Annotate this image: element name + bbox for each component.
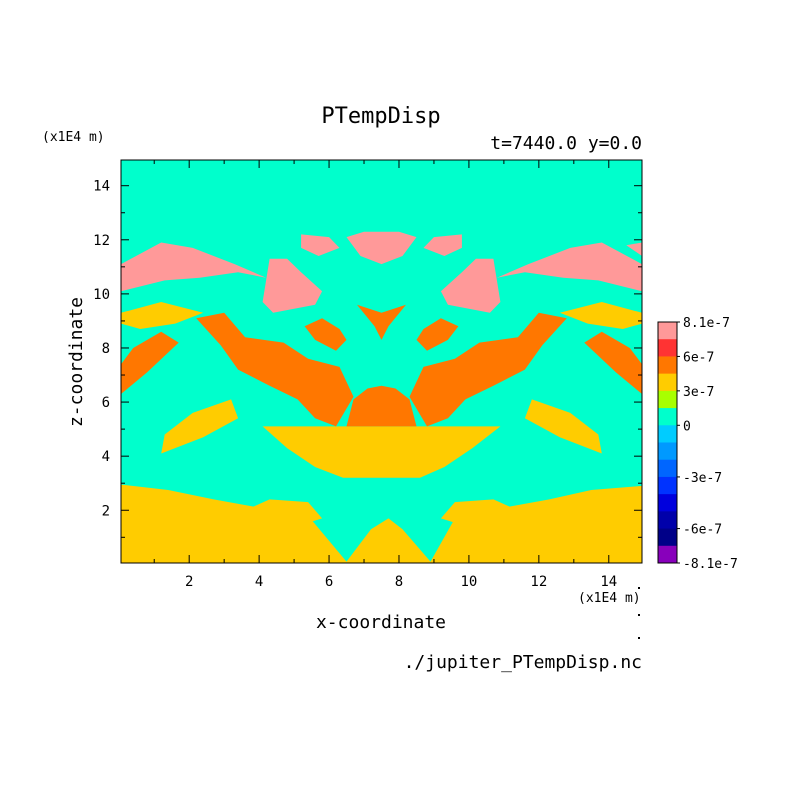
x-axis-label: x-coordinate (316, 612, 446, 633)
contour-region-19 (440, 258, 501, 313)
contour-region-2 (245, 499, 323, 530)
colorbar-frame (657, 321, 678, 564)
contour-region-10 (346, 385, 417, 427)
colorbar-label: 3e-7 (683, 385, 714, 400)
colorbar-label: 6e-7 (683, 350, 714, 365)
x-tick-label: 6 (325, 574, 333, 590)
chart-title: PTempDisp (321, 104, 440, 129)
colorbar-swatch (658, 408, 677, 426)
contour-region-15 (416, 318, 459, 351)
colorbar-swatch (658, 339, 677, 357)
contour-region-1 (262, 426, 501, 478)
y-unit-label: (x1E4 m) (42, 130, 105, 145)
contour-region-11 (357, 304, 406, 340)
contour-region-18 (262, 258, 323, 313)
plot-area: 2 4 6 8 10 12 14 2 4 6 8 10 12 14 (93, 159, 643, 590)
contour-region-22 (423, 234, 462, 256)
colorbar-swatch (658, 476, 677, 495)
colorbar-swatch (658, 528, 677, 547)
colorbar-swatch (658, 356, 677, 375)
contour-region-4 (161, 399, 239, 454)
colorbar-label: -8.1e-7 (683, 557, 738, 572)
contour-region-12 (121, 331, 179, 394)
x-unit-label: (x1E4 m) (578, 591, 641, 606)
contour-region-6 (121, 302, 204, 329)
colorbar-swatch (658, 390, 677, 409)
x-tick-label: 14 (600, 574, 617, 590)
colorbar-swatch (658, 425, 677, 443)
contour-region-14 (304, 318, 347, 351)
colorbar-swatch (658, 373, 677, 392)
colorbar-swatch (658, 511, 677, 530)
y-tick-label: 4 (102, 449, 110, 465)
plot-frame (120, 159, 643, 564)
colorbar: 8.1e-7 6e-7 3e-7 0 -3e-7 -6e-7 -8.1e-7 (657, 316, 738, 572)
x-tick-label: 8 (395, 574, 403, 590)
contour-region-8 (196, 312, 354, 427)
contour-region-9 (409, 312, 567, 427)
y-tick-label: 14 (93, 179, 110, 195)
contour-region-20 (346, 231, 417, 265)
contour-region-13 (584, 331, 642, 394)
contour-regions (121, 231, 642, 563)
x-tick-label: 4 (255, 574, 263, 590)
y-tick-label: 10 (93, 287, 110, 303)
colorbar-label: 0 (683, 419, 691, 434)
colorbar-swatch (658, 494, 677, 512)
contour-region-3 (440, 499, 518, 530)
x-tick-label: 10 (460, 574, 477, 590)
contour-region-0 (121, 484, 642, 563)
plot-background (121, 160, 642, 563)
colorbar-swatch (658, 322, 677, 340)
y-axis-label: z-coordinate (66, 297, 87, 427)
y-tick-label: 6 (102, 395, 110, 411)
contour-region-21 (301, 234, 340, 256)
colorbar-swatch (658, 545, 677, 564)
y-tick-label: 12 (93, 233, 110, 249)
colorbar-swatch (658, 459, 677, 478)
y-tick-label: 8 (102, 341, 110, 357)
contour-region-16 (121, 242, 267, 292)
contour-region-5 (524, 399, 602, 454)
y-tick-label: 2 (102, 503, 110, 519)
contour-region-23 (626, 242, 642, 256)
colorbar-label: -6e-7 (683, 523, 722, 538)
source-file-label: ./jupiter_PTempDisp.nc (404, 652, 642, 673)
x-tick-label: 2 (185, 574, 193, 590)
colorbar-label: 8.1e-7 (683, 316, 730, 331)
contour-region-7 (559, 302, 642, 329)
chart-subtitle: t=7440.0 y=0.0 (490, 133, 642, 154)
stray-dots (638, 587, 640, 639)
colorbar-swatch (658, 442, 677, 461)
colorbar-label: -3e-7 (683, 471, 722, 486)
contour-region-17 (496, 242, 642, 292)
axis-ticks: 2 4 6 8 10 12 14 2 4 6 8 10 12 14 (93, 160, 642, 590)
x-tick-label: 12 (530, 574, 547, 590)
